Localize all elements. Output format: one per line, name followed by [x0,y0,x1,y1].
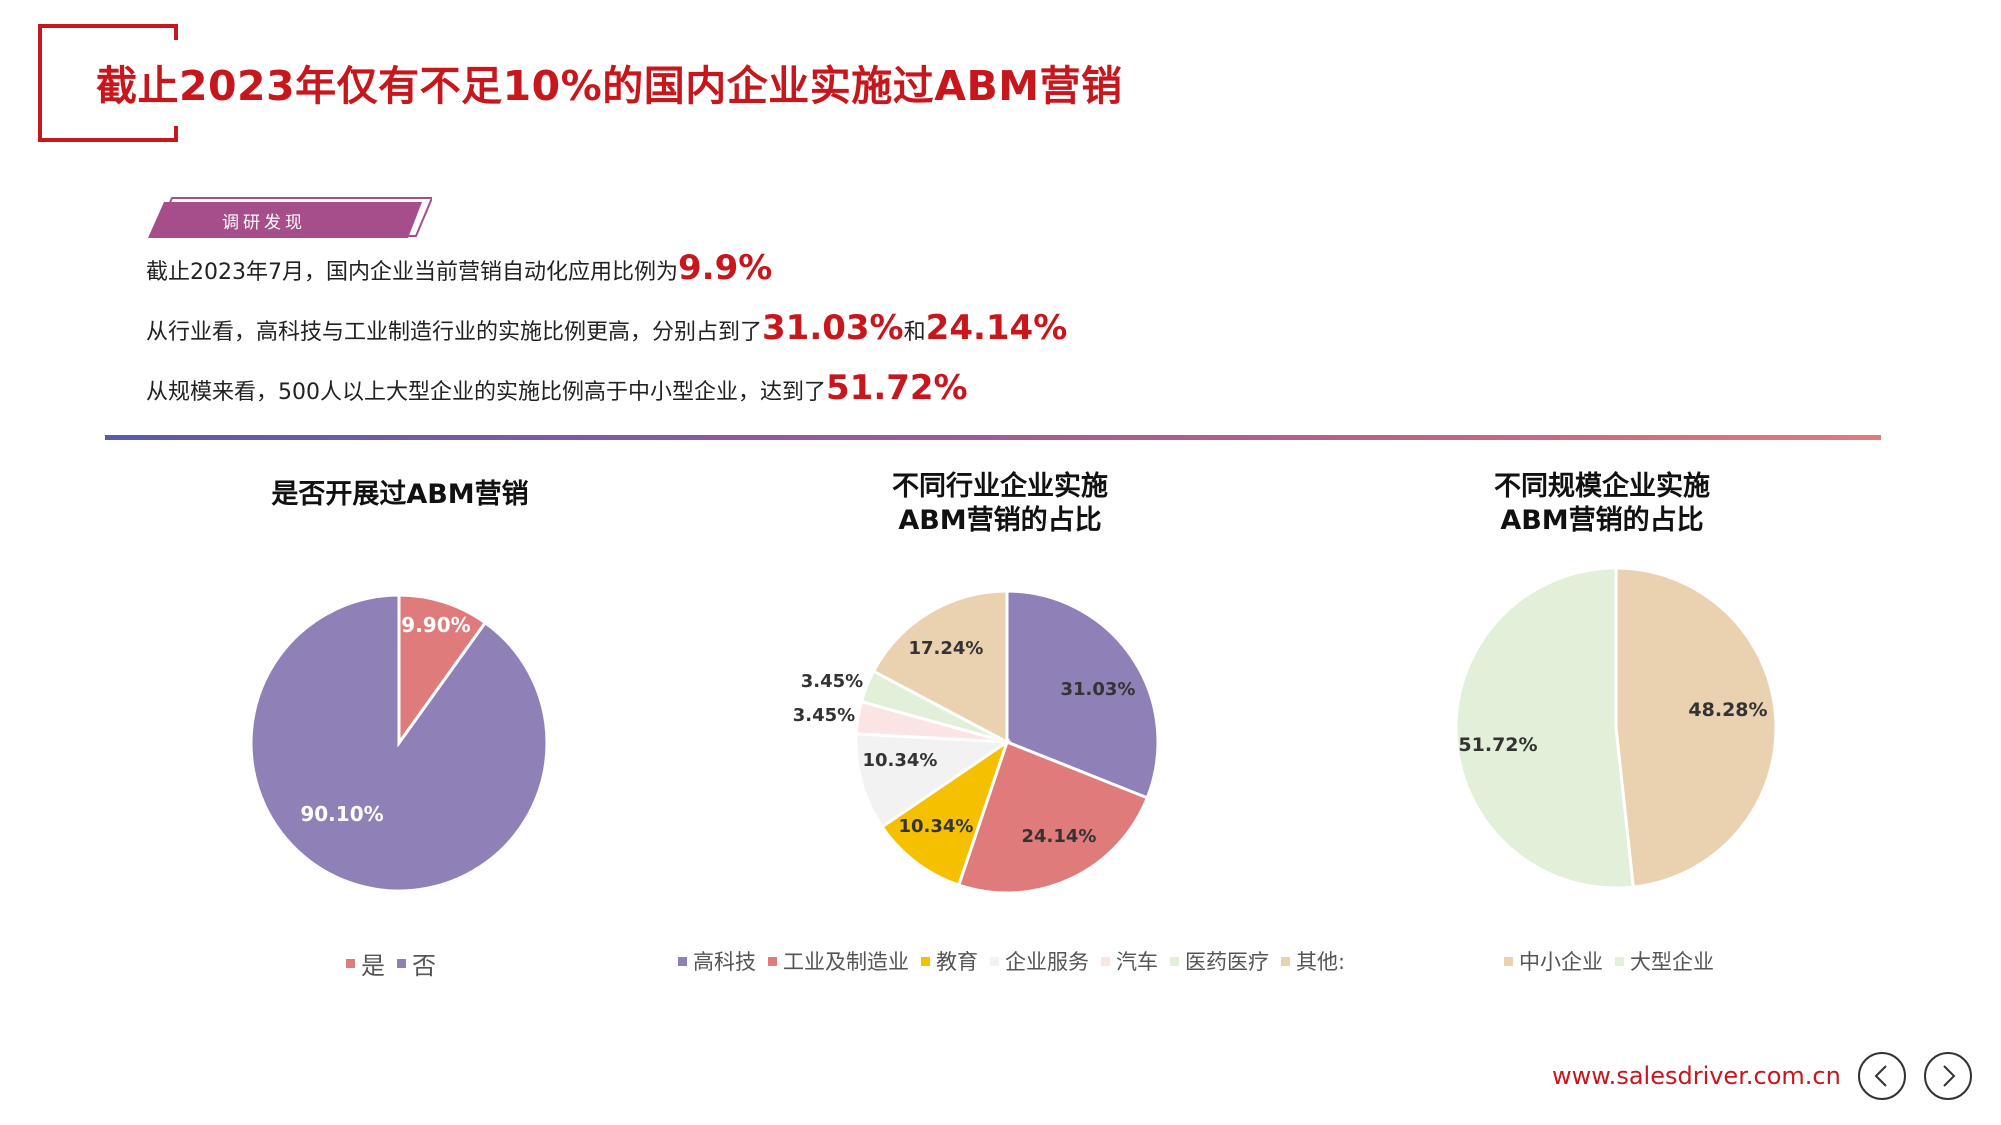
finding-1-text: 截止2023年7月，国内企业当前营销自动化应用比例为 [146,260,678,285]
chart-3-slice-中小企业 [1614,566,1778,889]
legend-swatch [346,959,355,968]
chart-2-data-label: 24.14% [1022,826,1097,847]
finding-2-highlight-2: 24.14% [925,308,1068,348]
chart-2-title: 不同行业企业实施 ABM营销的占比 [800,470,1200,538]
chart-2-legend: 高科技 工业及制造业 教育 企业服务 汽车 医药医疗 其他: [678,946,1357,976]
legend-label: 企业服务 [1005,950,1089,974]
finding-2: 从行业看，高科技与工业制造行业的实施比例更高，分别占到了31.03%和24.14… [146,311,1067,345]
legend-swatch [397,959,406,968]
finding-2-connector: 和 [903,320,926,345]
next-page-button[interactable] [1924,1052,1972,1100]
finding-3-highlight: 51.72% [826,368,968,408]
chart-2-slice-教育 [879,738,1010,887]
legend-swatch [1504,956,1513,966]
chart-2-slice-工业及制造业 [956,740,1150,895]
legend-item-高科技: 高科技 [678,946,756,976]
chart-3-pie [1454,566,1778,890]
legend-label: 汽车 [1116,950,1158,974]
chart-1-title-line-1: 是否开展过ABM营销 [271,479,529,510]
legend-item-汽车: 汽车 [1101,946,1158,976]
legend-swatch [1281,956,1290,966]
legend-label: 其他: [1296,950,1346,974]
legend-label: 大型企业 [1630,950,1714,974]
legend-swatch [1101,956,1110,966]
chart-3-legend: 中小企业 大型企业 [1504,946,1726,976]
legend-item-教育: 教育 [921,946,978,976]
legend-label: 工业及制造业 [783,950,909,974]
chevron-left-icon [1874,1065,1887,1087]
chart-1-legend: 是否 [346,946,448,981]
chart-3-title-line-2: ABM营销的占比 [1500,505,1704,536]
chart-2-slice-企业服务 [854,732,1012,829]
chart-3-data-label: 51.72% [1458,734,1537,756]
finding-1: 截止2023年7月，国内企业当前营销自动化应用比例为9.9% [146,251,772,285]
title-frame-decoration [38,24,178,142]
prev-page-button[interactable] [1858,1052,1906,1100]
chart-2-data-label: 3.45% [793,705,855,726]
legend-label: 医药医疗 [1185,950,1269,974]
legend-item-工业及制造业: 工业及制造业 [768,946,909,976]
chart-2-data-label: 17.24% [909,638,984,659]
chart-1-slice-是 [397,593,488,748]
legend-label: 是 [361,952,385,980]
legend-item-医药医疗: 医药医疗 [1170,946,1269,976]
legend-label: 中小企业 [1519,950,1603,974]
legend-item-否: 否 [397,946,436,981]
page-title: 截止2023年仅有不足10%的国内企业实施过ABM营销 [96,62,1123,110]
chart-3-slice-大型企业 [1454,566,1635,890]
finding-2-text: 从行业看，高科技与工业制造行业的实施比例更高，分别占到了 [146,320,763,345]
legend-swatch [678,956,687,966]
chart-1-pie [249,593,549,893]
legend-item-企业服务: 企业服务 [990,946,1089,976]
chart-2-data-label: 3.45% [801,671,863,692]
chart-3-title-line-1: 不同规模企业实施 [1494,471,1710,502]
legend-label: 否 [412,952,436,980]
tag-label: 调研发现 [222,213,306,233]
chart-2-data-label: 10.34% [863,750,938,771]
finding-3: 从规模来看，500人以上大型企业的实施比例高于中小型企业，达到了51.72% [146,371,968,405]
website-link[interactable]: www.salesdriver.com.cn [1552,1062,1841,1090]
finding-2-highlight-1: 31.03% [762,308,904,348]
chart-1-data-label: 9.90% [401,613,470,637]
chart-2-slice-高科技 [1005,589,1160,800]
chevron-right-icon [1943,1065,1956,1087]
chart-3-title: 不同规模企业实施 ABM营销的占比 [1402,470,1802,538]
legend-swatch [921,956,930,966]
legend-label: 高科技 [693,950,756,974]
legend-swatch [1615,956,1624,966]
chart-2-title-line-1: 不同行业企业实施 [892,471,1108,502]
finding-3-text: 从规模来看，500人以上大型企业的实施比例高于中小型企业，达到了 [146,380,826,405]
chart-3-data-label: 48.28% [1688,699,1767,721]
chart-2-data-label: 31.03% [1061,679,1136,700]
legend-item-是: 是 [346,946,385,981]
chart-2-slice-其他: [871,589,1009,745]
legend-item-大型企业: 大型企业 [1615,946,1714,976]
chart-2-pie [854,589,1160,895]
legend-swatch [990,956,999,966]
finding-1-highlight: 9.9% [678,248,773,288]
chart-1-slice-否 [249,593,549,893]
chart-2-data-label: 10.34% [899,816,974,837]
chart-2-title-line-2: ABM营销的占比 [898,505,1102,536]
chart-1-data-label: 90.10% [300,802,383,826]
research-findings-tag: 调研发现 [146,196,432,240]
legend-swatch [768,956,777,966]
legend-swatch [1170,956,1179,966]
legend-item-中小企业: 中小企业 [1504,946,1603,976]
legend-item-其他:: 其他: [1281,946,1345,976]
legend-label: 教育 [936,950,978,974]
gradient-divider [105,435,1881,440]
chart-1-title: 是否开展过ABM营销 [200,478,600,512]
